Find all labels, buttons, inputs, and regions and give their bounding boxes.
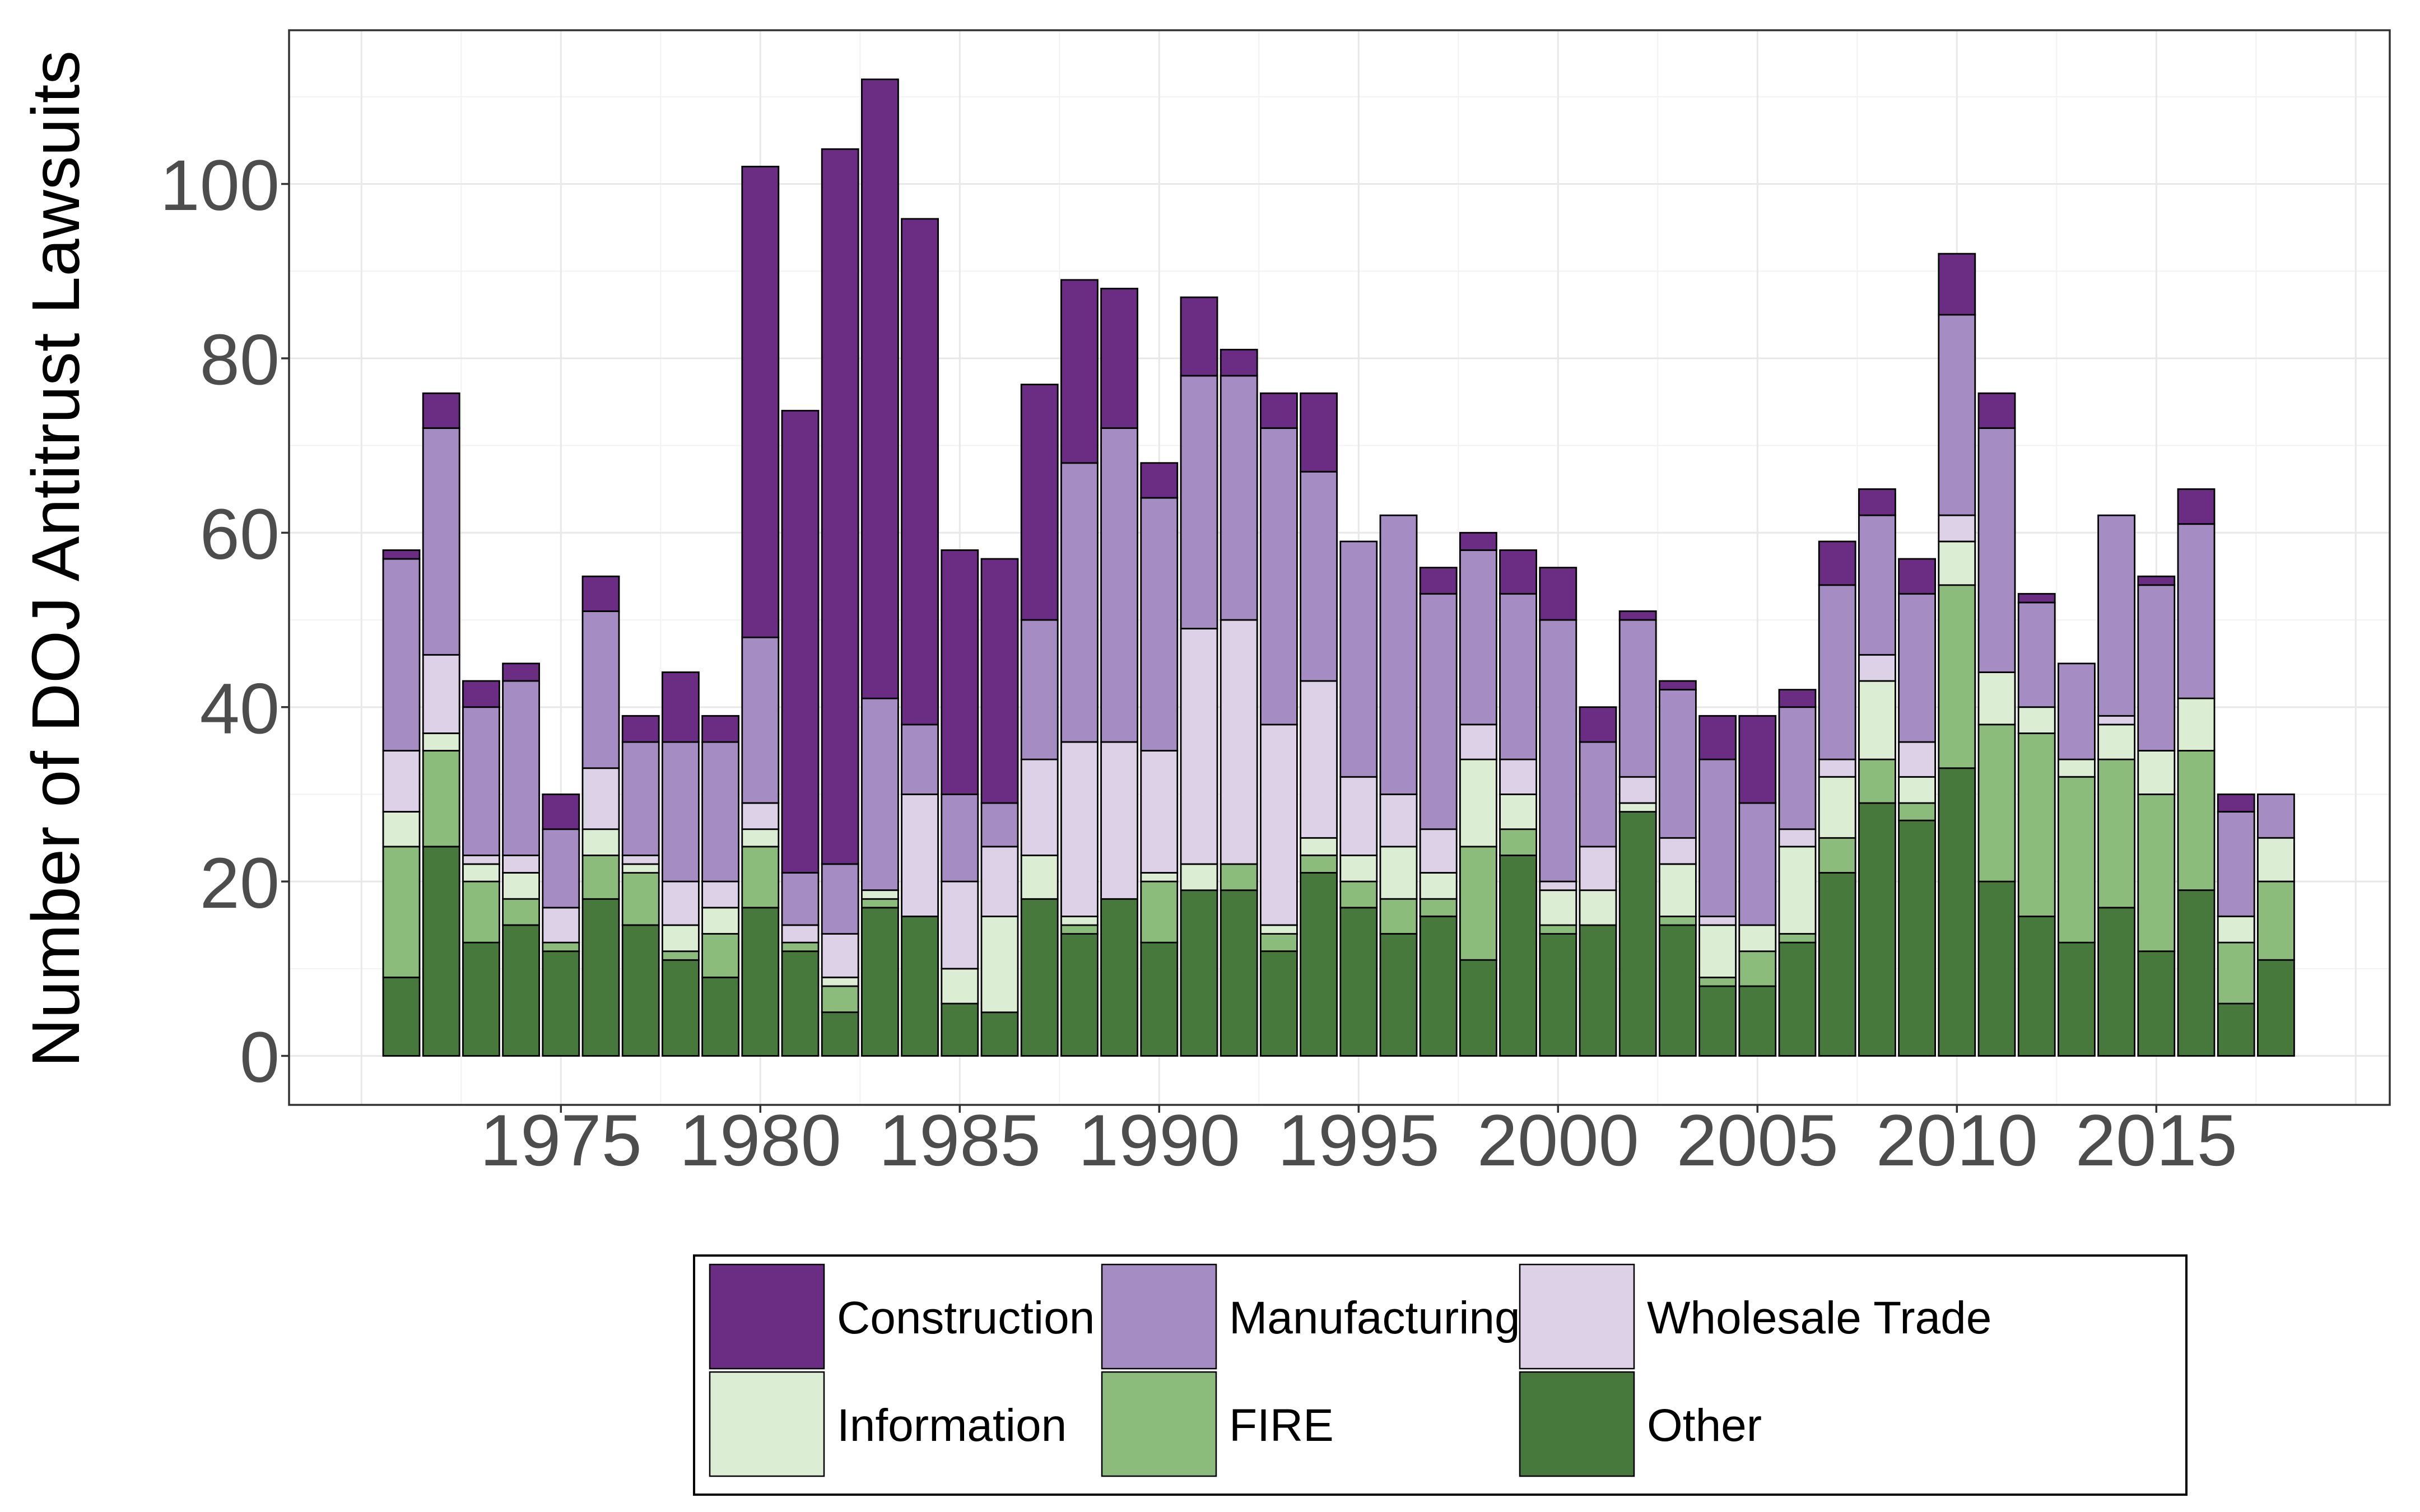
- svg-text:20: 20: [200, 843, 280, 923]
- svg-text:40: 40: [200, 669, 280, 749]
- svg-text:60: 60: [200, 494, 280, 575]
- svg-text:1975: 1975: [480, 1099, 642, 1181]
- svg-text:80: 80: [200, 320, 280, 400]
- svg-text:0: 0: [240, 1018, 280, 1098]
- svg-text:Other: Other: [1647, 1400, 1762, 1451]
- svg-text:Construction: Construction: [837, 1292, 1095, 1343]
- svg-text:1985: 1985: [879, 1099, 1041, 1181]
- svg-text:1995: 1995: [1278, 1099, 1440, 1181]
- svg-text:2010: 2010: [1876, 1099, 2038, 1181]
- svg-text:Manufacturing: Manufacturing: [1229, 1292, 1520, 1343]
- svg-text:Wholesale Trade: Wholesale Trade: [1647, 1292, 1991, 1343]
- svg-text:100: 100: [160, 146, 280, 226]
- svg-text:2015: 2015: [2075, 1099, 2237, 1181]
- svg-text:2000: 2000: [1477, 1099, 1639, 1181]
- svg-text:2005: 2005: [1677, 1099, 1839, 1181]
- svg-text:1990: 1990: [1078, 1099, 1240, 1181]
- svg-text:1980: 1980: [680, 1099, 841, 1181]
- svg-text:FIRE: FIRE: [1229, 1400, 1334, 1451]
- svg-text:Number of DOJ Antitrust Lawsui: Number of DOJ Antitrust Lawsuits: [17, 50, 94, 1067]
- svg-text:Information: Information: [837, 1400, 1067, 1451]
